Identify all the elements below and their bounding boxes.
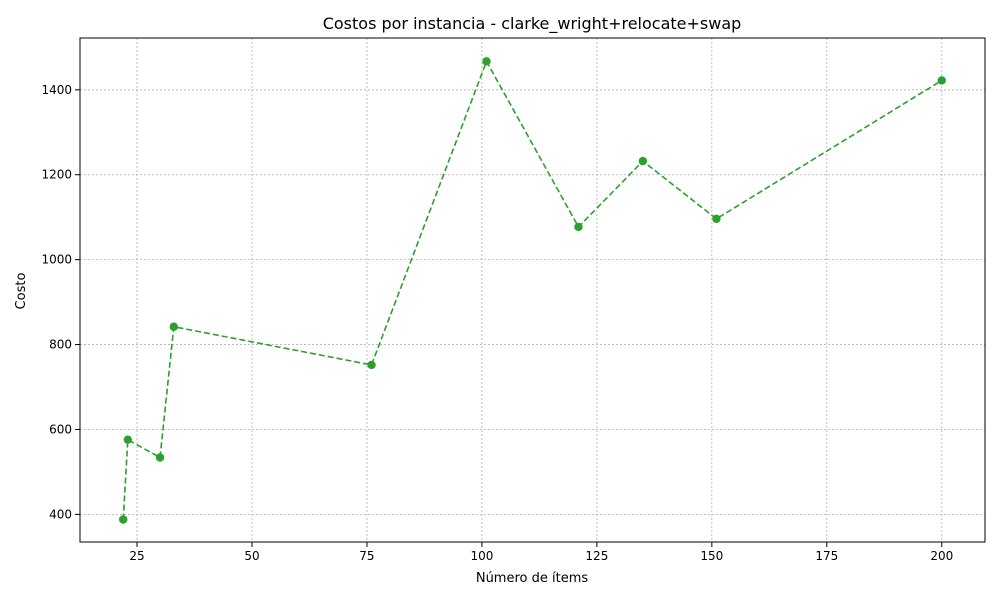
x-tick-label: 25	[129, 549, 144, 563]
y-tick-label: 400	[49, 507, 72, 521]
data-point	[119, 515, 128, 524]
y-tick-label: 800	[49, 338, 72, 352]
data-point	[937, 76, 946, 85]
x-tick-label: 200	[930, 549, 953, 563]
y-tick-label: 600	[49, 422, 72, 436]
x-axis-label: Número de ítems	[476, 571, 589, 586]
y-axis: 400 600 800 1000 1200 1400	[41, 83, 80, 521]
x-axis: 25 50 75 100 125 150 175 200	[129, 542, 953, 563]
chart-title: Costos por instancia - clarke_wright+rel…	[323, 14, 742, 34]
grid-layer	[80, 38, 985, 542]
series-line	[122, 59, 943, 520]
data-point	[712, 214, 721, 224]
data-point	[155, 453, 165, 462]
x-tick-label: 100	[470, 549, 493, 563]
series-layer	[119, 57, 946, 524]
y-tick-label: 1000	[41, 253, 72, 267]
y-axis-label: Costo	[14, 273, 29, 310]
data-point	[574, 222, 583, 232]
x-tick-label: 50	[244, 549, 259, 563]
x-tick-label: 75	[359, 549, 374, 563]
data-point	[367, 360, 376, 370]
data-point	[482, 57, 491, 66]
data-point	[123, 435, 133, 444]
data-point	[169, 322, 179, 331]
x-tick-label: 175	[815, 549, 838, 563]
x-tick-label: 150	[700, 549, 723, 563]
y-tick-label: 1200	[41, 168, 72, 182]
x-tick-label: 125	[585, 549, 608, 563]
data-point	[638, 156, 648, 166]
plot-area	[79, 37, 986, 543]
y-tick-label: 1400	[41, 83, 72, 97]
